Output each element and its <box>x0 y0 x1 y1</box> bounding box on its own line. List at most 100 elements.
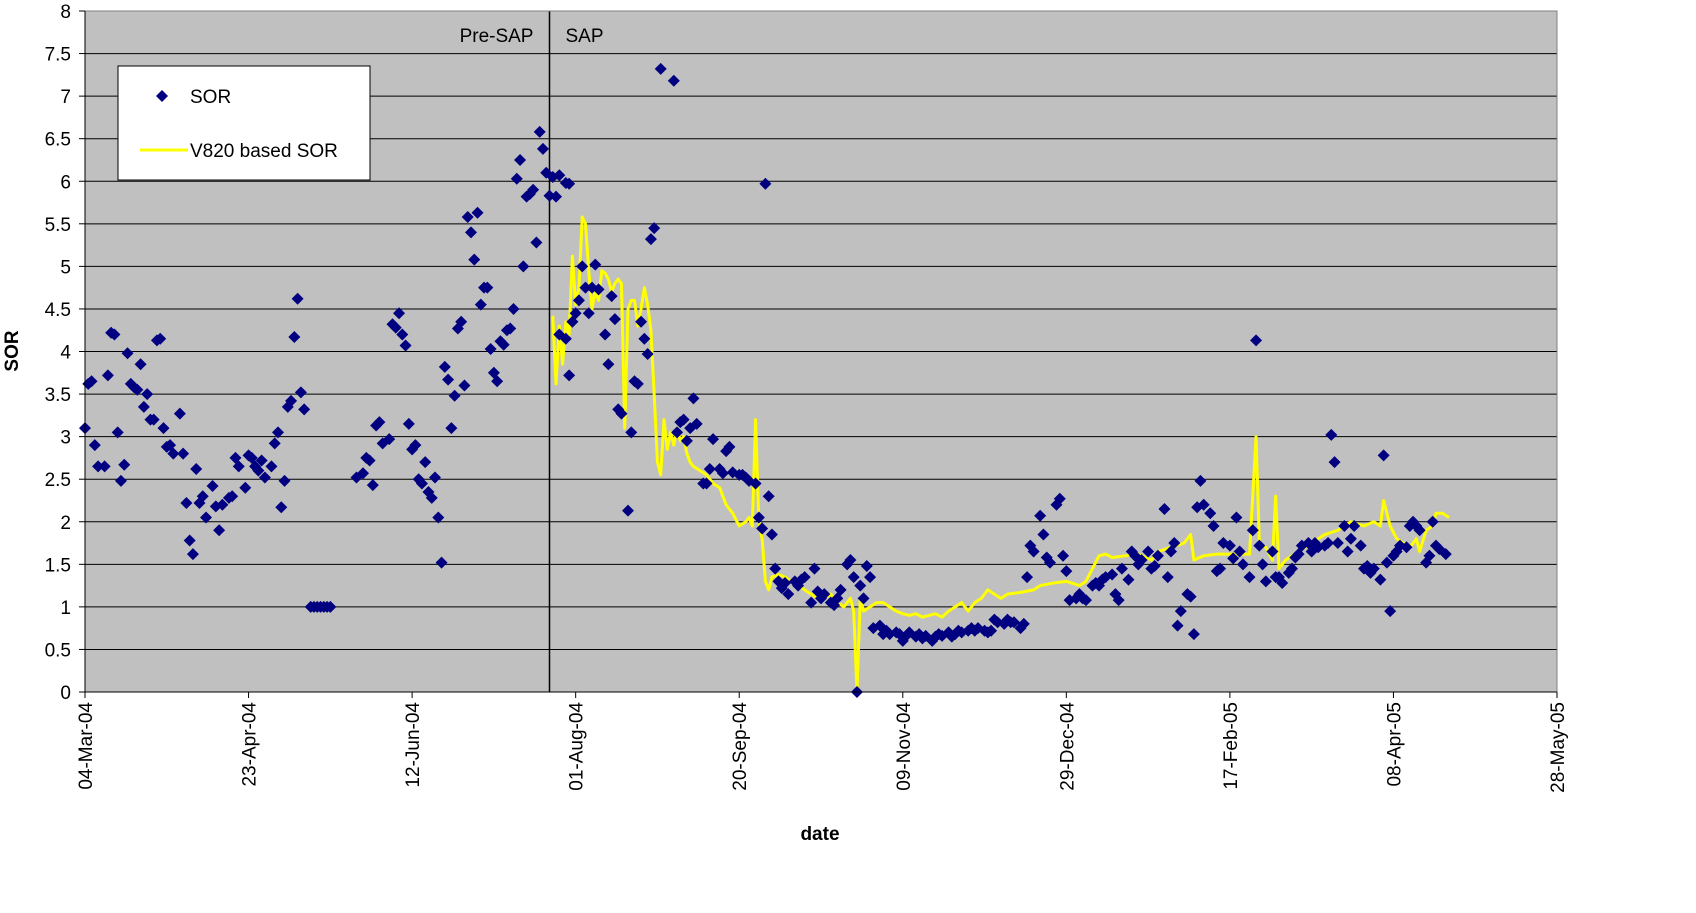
y-tick-label: 7 <box>60 87 71 108</box>
y-tick-label: 2 <box>60 513 71 534</box>
data-point <box>118 458 131 471</box>
data-point <box>1148 560 1161 573</box>
data-point <box>572 294 585 307</box>
data-point <box>1187 628 1200 641</box>
data-point <box>1374 573 1387 586</box>
data-point <box>1057 549 1070 562</box>
data-point <box>294 386 307 399</box>
data-point <box>602 358 615 371</box>
data-point <box>324 600 337 613</box>
data-point <box>180 497 193 510</box>
data-point <box>550 190 563 203</box>
data-point <box>1171 619 1184 632</box>
data-point <box>1204 507 1217 520</box>
data-point <box>232 460 245 473</box>
data-point <box>285 394 298 407</box>
data-point <box>1227 552 1240 565</box>
x-tick-label: 09-Nov-04 <box>894 702 915 791</box>
data-point <box>1112 594 1125 607</box>
data-point <box>1354 539 1367 552</box>
legend-label: SOR <box>190 87 231 108</box>
data-point <box>1034 509 1047 522</box>
data-point <box>154 332 167 345</box>
data-point <box>563 369 576 382</box>
data-point <box>592 283 605 296</box>
data-point <box>1377 449 1390 462</box>
data-point <box>589 258 602 271</box>
data-point <box>131 383 144 396</box>
x-axis-label: date <box>800 824 839 845</box>
data-point <box>1151 549 1164 562</box>
data-point <box>1106 568 1119 581</box>
data-point <box>680 434 693 447</box>
data-point <box>1053 492 1066 505</box>
data-point <box>608 313 621 326</box>
data-point <box>765 528 778 541</box>
data-point <box>216 498 229 511</box>
data-point <box>605 290 618 303</box>
data-point <box>497 338 510 351</box>
data-point <box>271 426 284 439</box>
data-point <box>1021 571 1034 584</box>
data-point <box>1168 537 1181 550</box>
data-point <box>393 307 406 320</box>
data-point <box>383 433 396 446</box>
data-point <box>749 477 762 490</box>
marks <box>79 11 1452 698</box>
data-point <box>114 474 127 487</box>
data-point <box>559 332 572 345</box>
data-point <box>1142 545 1155 558</box>
data-point <box>1344 532 1357 545</box>
data-point <box>667 74 680 87</box>
data-point <box>1266 545 1279 558</box>
data-point <box>415 477 428 490</box>
data-point <box>805 596 818 609</box>
y-tick-label: 3 <box>60 428 71 449</box>
data-point <box>196 490 209 503</box>
data-point <box>357 467 370 480</box>
data-point <box>111 426 124 439</box>
y-tick-label: 5.5 <box>45 215 71 236</box>
data-point <box>782 588 795 601</box>
data-point <box>1400 541 1413 554</box>
data-point <box>137 400 150 413</box>
data-point <box>1250 334 1263 347</box>
data-point <box>1135 554 1148 567</box>
data-point <box>409 439 422 452</box>
data-point <box>762 490 775 503</box>
data-point <box>108 328 121 341</box>
data-point <box>1325 428 1338 441</box>
data-point <box>438 360 451 373</box>
data-point <box>1380 556 1393 569</box>
data-point <box>373 416 386 429</box>
legend: SOR V820 based SOR <box>117 65 371 181</box>
data-point <box>200 511 213 524</box>
data-point <box>255 454 268 467</box>
data-point <box>157 422 170 435</box>
data-point <box>101 369 114 382</box>
data-point <box>1348 520 1361 533</box>
data-point <box>399 339 412 352</box>
legend-box <box>117 65 371 181</box>
data-point <box>857 592 870 605</box>
data-point <box>635 315 648 328</box>
data-point <box>844 554 857 567</box>
data-point <box>1276 577 1289 590</box>
data-point <box>1197 498 1210 511</box>
data-point <box>92 460 105 473</box>
data-point <box>527 183 540 196</box>
annotation: SAP <box>565 26 603 47</box>
x-tick-label: 23-Apr-04 <box>240 702 261 787</box>
data-point <box>1207 520 1220 533</box>
data-point <box>648 222 661 235</box>
data-point <box>759 177 772 190</box>
data-point <box>389 321 402 334</box>
data-point <box>291 292 304 305</box>
data-point <box>1043 556 1056 569</box>
data-point <box>756 522 769 535</box>
x-tick-label: 29-Dec-04 <box>1057 702 1078 791</box>
data-point <box>1384 605 1397 618</box>
data-point <box>141 388 154 401</box>
